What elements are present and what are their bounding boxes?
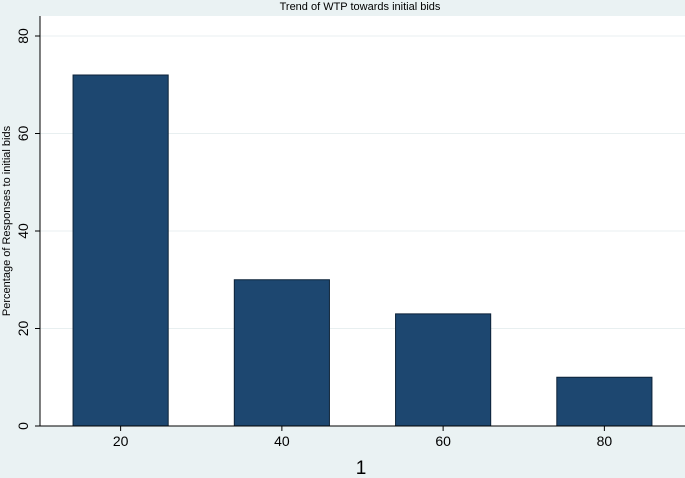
x-tick-label: 20 bbox=[113, 433, 129, 449]
bar-80 bbox=[556, 376, 653, 427]
x-tick-label: 80 bbox=[597, 433, 613, 449]
bar-40 bbox=[233, 279, 330, 427]
bar-60 bbox=[395, 313, 492, 427]
y-tick-label: 40 bbox=[15, 223, 31, 239]
y-tick-label: 60 bbox=[15, 126, 31, 142]
y-ticks: 0 20 40 60 80 bbox=[15, 28, 40, 430]
x-ticks: 20 40 60 80 bbox=[113, 426, 613, 449]
y-tick-label: 80 bbox=[15, 28, 31, 44]
x-tick-label: 60 bbox=[435, 433, 451, 449]
chart-title: Trend of WTP towards initial bids bbox=[280, 1, 441, 13]
y-axis-title: Percentage of Responses to initial bids bbox=[1, 125, 13, 316]
x-tick-label: 40 bbox=[274, 433, 290, 449]
bars bbox=[72, 74, 653, 427]
x-axis-title: 1 bbox=[356, 458, 367, 478]
y-tick-label: 20 bbox=[15, 321, 31, 337]
bar-20 bbox=[72, 74, 169, 427]
y-tick-label: 0 bbox=[15, 422, 31, 430]
